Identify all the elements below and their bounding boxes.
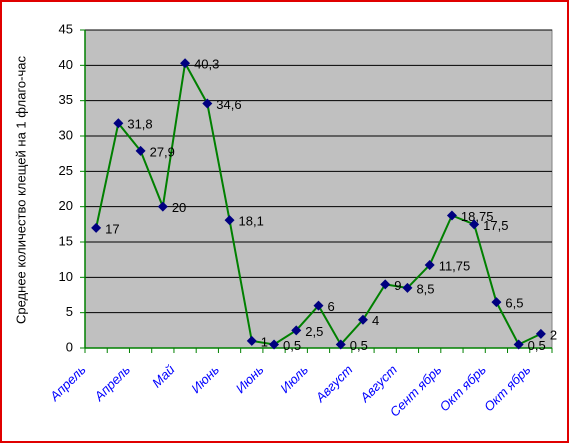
data-label: 17 bbox=[105, 221, 119, 236]
data-label: 0,5 bbox=[283, 338, 301, 353]
y-tick-label: 35 bbox=[59, 92, 73, 107]
data-label: 8,5 bbox=[416, 281, 434, 296]
data-label: 40,3 bbox=[194, 57, 219, 72]
plot-area bbox=[84, 29, 553, 349]
data-point bbox=[335, 339, 346, 350]
data-point bbox=[535, 328, 546, 339]
data-label: 34,6 bbox=[216, 97, 241, 112]
y-tick-label: 30 bbox=[59, 127, 73, 142]
data-point bbox=[135, 145, 146, 156]
data-label: 20 bbox=[172, 200, 186, 215]
data-point bbox=[291, 325, 302, 336]
data-label: 2,5 bbox=[305, 324, 323, 339]
data-label: 31,8 bbox=[127, 117, 152, 132]
data-point bbox=[157, 201, 168, 212]
data-point bbox=[424, 259, 435, 270]
data-point bbox=[380, 279, 391, 290]
data-point bbox=[357, 314, 368, 325]
data-label: 1 bbox=[261, 334, 268, 349]
data-label: 6 bbox=[328, 299, 335, 314]
data-label: 6,5 bbox=[505, 296, 523, 311]
y-tick-label: 15 bbox=[59, 233, 73, 248]
data-label: 27,9 bbox=[150, 144, 175, 159]
data-label: 17,5 bbox=[483, 218, 508, 233]
data-point bbox=[113, 118, 124, 129]
data-point bbox=[180, 58, 191, 69]
y-tick-label: 40 bbox=[59, 57, 73, 72]
data-label: 4 bbox=[372, 313, 379, 328]
data-point bbox=[446, 210, 457, 221]
y-tick-label: 5 bbox=[66, 304, 73, 319]
data-point bbox=[269, 339, 280, 350]
data-label: 11,75 bbox=[439, 258, 471, 273]
data-label: 0,5 bbox=[350, 338, 368, 353]
data-point bbox=[246, 335, 257, 346]
data-point bbox=[313, 300, 324, 311]
data-point bbox=[491, 297, 502, 308]
data-label: 18,1 bbox=[239, 214, 264, 229]
data-point bbox=[513, 339, 524, 350]
data-point bbox=[91, 222, 102, 233]
y-axis-label: Среднее количество клещей на 1 флаго-час bbox=[13, 56, 28, 324]
data-point bbox=[469, 219, 480, 230]
y-tick-label: 0 bbox=[66, 339, 73, 354]
data-label: 0,5 bbox=[528, 338, 546, 353]
y-tick-label: 10 bbox=[59, 269, 73, 284]
data-label: 2 bbox=[550, 327, 557, 342]
y-tick-label: 45 bbox=[59, 21, 73, 36]
data-label: 18,75 bbox=[461, 209, 494, 224]
data-label: 9 bbox=[394, 278, 401, 293]
y-tick-label: 20 bbox=[59, 198, 73, 213]
data-point bbox=[402, 282, 413, 293]
y-tick-label: 25 bbox=[59, 163, 73, 178]
data-point bbox=[202, 98, 213, 109]
data-point bbox=[224, 215, 235, 226]
